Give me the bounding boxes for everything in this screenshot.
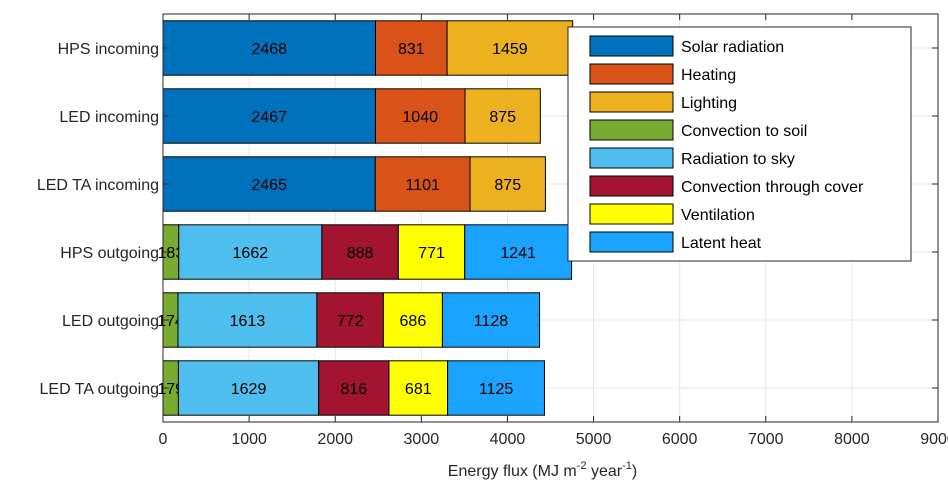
bar-value-label: 1662 [233, 245, 269, 262]
x-tick-label: 9000 [920, 431, 948, 448]
bar-value-label: 1040 [402, 109, 438, 126]
bar-value-label: 681 [405, 381, 432, 398]
bar-value-label: 1241 [500, 245, 536, 262]
bar-value-label: 1128 [474, 313, 509, 330]
bar-segment [162, 156, 376, 212]
bar-value-label: 2468 [251, 41, 287, 58]
axes: 0 1000 2000 3000 4000 5000 6000 7000 8000 9000 HPS… [37, 13, 948, 448]
y-category-label: LED incoming [59, 109, 159, 126]
legend-entry-label: Ventilation [681, 207, 755, 224]
bar-value-label: 1125 [479, 381, 514, 398]
legend-entry-label: Solar radiation [681, 39, 784, 56]
x-tick-label: 4000 [490, 431, 526, 448]
x-tick-label: 2000 [317, 431, 353, 448]
y-category-label: HPS incoming [58, 41, 159, 58]
x-tick-label: 6000 [662, 431, 698, 448]
legend-entry-label: Latent heat [681, 235, 762, 252]
axes-box [162, 13, 939, 423]
bar-segment [388, 360, 449, 416]
bar-value-label: 831 [398, 41, 425, 58]
bar-segment [321, 224, 399, 280]
bar-segment [469, 156, 546, 212]
y-category-label: LED TA outgoing [40, 381, 160, 398]
bar-segment [177, 292, 318, 348]
legend-box [567, 26, 912, 262]
bar-value-label: 1629 [231, 381, 267, 398]
bar-value-label: 888 [347, 245, 374, 262]
bar-segment [397, 224, 466, 280]
legend-entry-label: Heating [681, 67, 736, 84]
bar-segment [446, 20, 574, 76]
bar-value-label: 2467 [251, 109, 287, 126]
bar-value-label: 1101 [405, 177, 440, 194]
legend-swatch [589, 63, 674, 85]
legend: Solar radiation Heating Lighting Convection… [567, 26, 912, 262]
x-tick-label: 3000 [404, 431, 440, 448]
bar-segment [178, 224, 323, 280]
bar-value-label: 875 [494, 177, 521, 194]
legend-swatch [589, 203, 674, 225]
bar-value-label: 686 [400, 313, 427, 330]
y-category-label: LED TA incoming [37, 177, 159, 194]
x-axis-label: Energy flux (MJ m-2 year-1) [448, 460, 637, 480]
y-category-label: LED outgoing [62, 313, 159, 330]
bar-segment [374, 156, 471, 212]
bar-segment [177, 360, 320, 416]
bar-segment [464, 88, 541, 144]
bar-value-label: 771 [418, 245, 445, 262]
legend-swatch [589, 231, 674, 253]
legend-entry-label: Convection through cover [681, 179, 864, 196]
bar-value-label: 1613 [230, 313, 266, 330]
legend-entry-label: Lighting [681, 95, 737, 112]
bar-value-label: 875 [489, 109, 516, 126]
bar-value-label: 816 [340, 381, 367, 398]
bar-value-label: 1459 [492, 41, 528, 58]
legend-swatch [589, 147, 674, 169]
legend-entry-label: Radiation to sky [681, 151, 795, 168]
legend-swatch [589, 175, 674, 197]
x-tick-label: 1000 [231, 431, 267, 448]
bar-value-label: 2465 [251, 177, 287, 194]
x-tick-label: 0 [159, 431, 168, 448]
bar-value-label: 174 [157, 313, 184, 330]
bars: 2468 831 1459 2467 1040 875 2465 1101 875 183 1662… [157, 20, 574, 416]
legend-swatch [589, 119, 674, 141]
y-category-label: HPS outgoing [60, 245, 159, 262]
bar-value-label: 183 [158, 245, 185, 262]
x-tick-label: 8000 [834, 431, 870, 448]
x-tick-label: 7000 [748, 431, 784, 448]
legend-entry-label: Convection to soil [681, 123, 807, 140]
bar-segment [441, 292, 541, 348]
bar-value-label: 772 [337, 313, 364, 330]
legend-swatch [589, 91, 674, 113]
bar-segment [464, 224, 573, 280]
legend-swatch [589, 35, 674, 57]
bar-value-label: 179 [157, 381, 184, 398]
x-tick-label: 5000 [576, 431, 612, 448]
bar-segment [447, 360, 545, 416]
